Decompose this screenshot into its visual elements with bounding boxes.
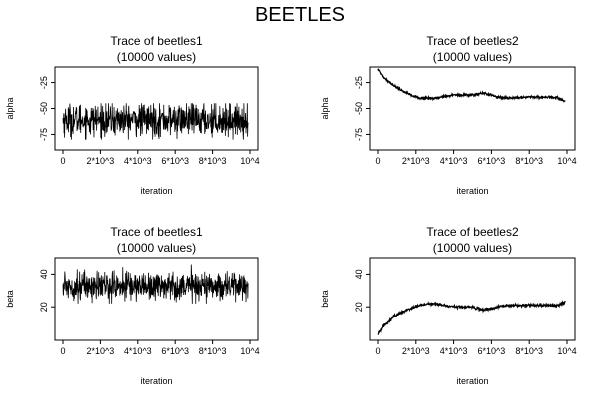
plot-frame: [369, 66, 576, 151]
y-axis-label: alpha: [5, 97, 15, 119]
y-axis-label: beta: [5, 290, 15, 308]
chart-panel-1: Trace of beetles1 (10000 values) 0 2*10^3 4*…: [5, 34, 260, 196]
x-tick-label: 8*10^3: [199, 156, 227, 166]
x-tick-label: 10^4: [240, 346, 259, 356]
chart-title: Trace of beetles1: [110, 225, 203, 239]
x-axis-label: iteration: [140, 186, 172, 196]
chart-title: Trace of beetles2: [426, 225, 519, 239]
x-tick-label: 0: [60, 346, 65, 356]
plot-frame: [54, 257, 259, 341]
x-tick-label: 8*10^3: [515, 156, 543, 166]
x-tick-label: 6*10^3: [478, 156, 506, 166]
plot-frame: [369, 257, 576, 341]
y-tick-label: -50: [39, 102, 49, 115]
chart-subtitle: (10000 values): [433, 50, 512, 64]
x-tick-label: 4*10^3: [440, 156, 468, 166]
x-tick-label: 10^4: [557, 156, 576, 166]
trace-series-line: [377, 299, 566, 336]
figure-title: BEETLES: [255, 4, 345, 26]
x-tick-label: 10^4: [557, 346, 576, 356]
chart-subtitle: (10000 values): [117, 241, 196, 255]
x-tick-label: 4*10^3: [124, 156, 152, 166]
y-axis-label: alpha: [320, 97, 330, 119]
chart-panel-4: Trace of beetles2 (10000 values) 0 2*10^3 4*…: [320, 225, 577, 386]
y-tick-label: -50: [354, 102, 364, 115]
x-tick-label: 8*10^3: [199, 346, 227, 356]
y-tick-label: 20: [39, 302, 49, 312]
y-tick-label: -25: [354, 76, 364, 89]
x-tick-label: 6*10^3: [161, 156, 189, 166]
x-tick-label: 0: [60, 156, 65, 166]
y-tick-label: 40: [39, 269, 49, 279]
chart-panel-3: Trace of beetles1 (10000 values) 0 2*10^3 4*…: [5, 225, 260, 386]
x-axis-label: iteration: [140, 376, 172, 386]
trace-series-line: [62, 264, 249, 304]
x-tick-label: 2*10^3: [402, 346, 430, 356]
y-axis-label: beta: [320, 290, 330, 308]
trace-series-line: [377, 68, 566, 103]
trace-series-line: [62, 103, 249, 140]
x-tick-label: 6*10^3: [161, 346, 189, 356]
chart-title: Trace of beetles1: [110, 34, 203, 48]
chart-panel-2: Trace of beetles2 (10000 values) 0 2*10^3 4*…: [320, 34, 577, 196]
x-tick-label: 4*10^3: [440, 346, 468, 356]
x-tick-label: 2*10^3: [87, 156, 115, 166]
x-tick-label: 6*10^3: [478, 346, 506, 356]
chart-title: Trace of beetles2: [426, 34, 519, 48]
x-tick-label: 2*10^3: [402, 156, 430, 166]
chart-subtitle: (10000 values): [117, 50, 196, 64]
y-tick-label: -25: [39, 76, 49, 89]
y-tick-label: -75: [354, 128, 364, 141]
y-tick-label: 40: [354, 269, 364, 279]
y-tick-label: 20: [354, 302, 364, 312]
x-tick-label: 0: [375, 346, 380, 356]
x-tick-label: 10^4: [240, 156, 259, 166]
chart-subtitle: (10000 values): [433, 241, 512, 255]
x-axis-label: iteration: [456, 376, 488, 386]
x-axis-label: iteration: [456, 186, 488, 196]
x-tick-label: 2*10^3: [87, 346, 115, 356]
x-tick-label: 4*10^3: [124, 346, 152, 356]
y-tick-label: -75: [39, 128, 49, 141]
x-tick-label: 8*10^3: [515, 346, 543, 356]
x-tick-label: 0: [375, 156, 380, 166]
